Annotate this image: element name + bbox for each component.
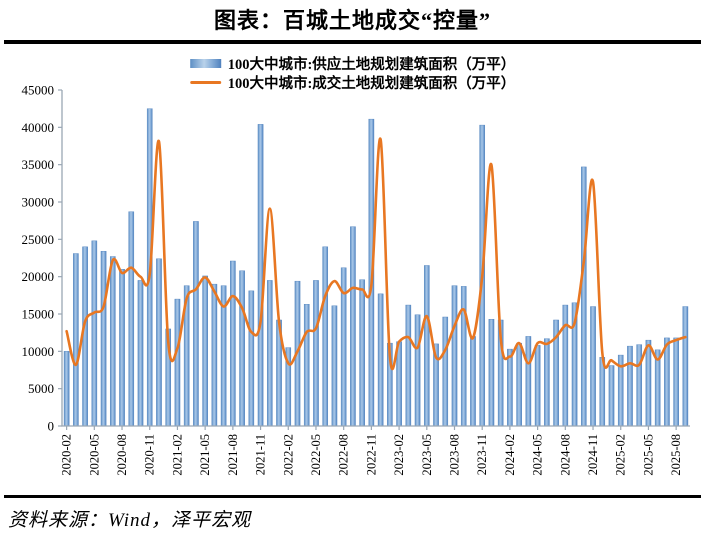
chart-title: 图表：百城土地成交“控量”: [213, 8, 491, 33]
legend-item-transaction: 100大中城市:成交土地规划建筑面积（万平）: [189, 74, 516, 92]
x-tick-label: 2022-02: [281, 434, 295, 476]
supply-bar: [100, 251, 107, 427]
supply-bar: [682, 306, 689, 427]
x-tick-label: 2023-08: [448, 434, 462, 476]
supply-bar: [230, 260, 236, 427]
supply-bar: [544, 338, 550, 427]
x-tick-label: 2023-11: [475, 434, 489, 475]
x-tick-label: 2024-05: [531, 434, 545, 476]
title-divider: [4, 40, 701, 44]
x-tick-label: 2020-05: [87, 434, 101, 476]
transaction-line-swatch-icon: [189, 81, 221, 84]
x-tick-label: 2022-08: [337, 434, 351, 476]
supply-bar: [257, 124, 264, 427]
chart-area: 100大中城市:供应土地规划建筑面积（万平） 100大中城市:成交土地规划建筑面…: [0, 44, 705, 495]
y-tick-label: 20000: [22, 269, 55, 284]
y-tick-label: 40000: [22, 120, 55, 135]
supply-bar: [359, 279, 365, 427]
x-tick-label: 2020-08: [115, 434, 129, 476]
supply-bar: [266, 280, 273, 427]
y-tick-label: 10000: [22, 344, 55, 359]
supply-bar: [109, 256, 116, 427]
x-tick-label: 2020-02: [60, 434, 74, 476]
supply-bar: [137, 280, 144, 427]
supply-bar: [516, 342, 522, 427]
transaction-line: [65, 137, 687, 371]
supply-bar: [507, 348, 513, 427]
legend-label-supply: 100大中城市:供应土地规划建筑面积（万平）: [227, 57, 516, 73]
supply-bar: [451, 285, 458, 427]
supply-bar: [423, 265, 430, 427]
source-note: 资料来源：Wind，泽平宏观: [8, 510, 252, 531]
y-tick-label: 0: [48, 419, 55, 434]
y-tick-label: 5000: [28, 381, 54, 396]
legend-label-transaction: 100大中城市:成交土地规划建筑面积（万平）: [227, 76, 516, 92]
supply-bar: [590, 306, 596, 427]
supply-bar: [442, 316, 449, 427]
x-tick-label: 2021-02: [170, 434, 184, 476]
x-tick-label: 2023-02: [392, 434, 406, 476]
supply-bar: [211, 283, 218, 427]
supply-bar: [377, 293, 384, 427]
supply-bar: [460, 286, 467, 427]
supply-bar: [303, 304, 310, 427]
x-tick-label: 2024-02: [503, 434, 517, 476]
x-tick-label: 2025-08: [669, 434, 683, 476]
y-tick-label: 30000: [22, 195, 55, 210]
x-tick-label: 2020-11: [143, 434, 157, 475]
supply-bar: [248, 290, 255, 427]
supply-bar: [322, 246, 329, 427]
supply-bar: [91, 240, 98, 427]
y-tick-label: 15000: [22, 307, 55, 322]
legend: 100大中城市:供应土地规划建筑面积（万平） 100大中城市:成交土地规划建筑面…: [189, 55, 516, 92]
supply-bar: [645, 339, 652, 427]
x-tick-label: 2022-11: [364, 434, 378, 475]
y-tick-label: 45000: [22, 83, 55, 98]
supply-bar: [414, 314, 421, 427]
supply-bar: [580, 166, 587, 427]
supply-bar: [636, 344, 643, 427]
x-tick-label: 2021-11: [254, 434, 268, 475]
supply-bar: [174, 298, 181, 427]
supply-bar: [128, 211, 135, 427]
x-tick-label: 2024-08: [558, 434, 572, 476]
supply-bar: [664, 337, 670, 427]
x-tick-label: 2023-05: [420, 434, 434, 476]
supply-bar: [313, 280, 319, 427]
x-tick-label: 2021-08: [226, 434, 240, 476]
supply-bar: [193, 221, 199, 427]
supply-bar: [525, 336, 532, 427]
supply-bar: [534, 345, 541, 427]
supply-bar-swatch-icon: [189, 59, 221, 68]
supply-bar: [156, 258, 162, 427]
supply-bar: [654, 349, 661, 427]
x-tick-label: 2022-05: [309, 434, 323, 476]
supply-bar: [63, 351, 70, 427]
supply-bar: [405, 304, 412, 427]
legend-item-supply: 100大中城市:供应土地规划建筑面积（万平）: [189, 55, 516, 73]
supply-bar: [673, 337, 679, 427]
supply-bar: [488, 319, 495, 427]
supply-bar: [202, 275, 208, 427]
supply-bar: [562, 304, 569, 427]
supply-bar: [608, 365, 615, 427]
y-tick-label: 35000: [22, 157, 55, 172]
supply-bar: [331, 305, 338, 427]
x-tick-label: 2024-11: [586, 434, 600, 475]
supply-bar: [119, 268, 125, 427]
footer-divider: [4, 495, 701, 498]
supply-bar: [239, 270, 245, 427]
x-tick-label: 2025-05: [641, 434, 655, 476]
x-tick-label: 2025-02: [614, 434, 628, 476]
supply-bar: [627, 345, 633, 427]
y-tick-label: 25000: [22, 232, 55, 247]
supply-bar: [350, 226, 356, 427]
land-supply-transaction-plot: 0 5000 10000 15000 20000 25000 30000 35000 40000…: [22, 83, 690, 476]
supply-bar: [470, 336, 476, 427]
x-tick-label: 2021-05: [198, 434, 212, 476]
supply-bar: [73, 253, 79, 427]
